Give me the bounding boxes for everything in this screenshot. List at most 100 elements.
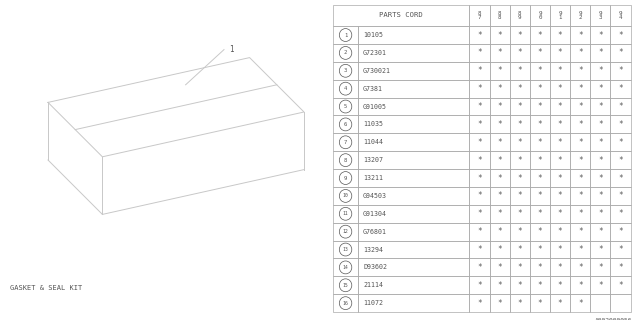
Bar <box>509 62 530 80</box>
Text: *: * <box>497 191 502 200</box>
Bar <box>590 44 611 62</box>
Bar <box>590 98 611 116</box>
Bar <box>611 98 630 116</box>
Text: *: * <box>518 281 522 290</box>
Text: *: * <box>538 66 542 75</box>
Bar <box>333 151 358 169</box>
Text: 11044: 11044 <box>363 139 383 145</box>
Bar <box>358 205 470 223</box>
Bar <box>470 151 490 169</box>
Text: *: * <box>518 84 522 93</box>
Bar <box>550 187 570 205</box>
Bar <box>509 241 530 259</box>
Bar <box>570 44 590 62</box>
Text: *: * <box>497 245 502 254</box>
Text: *: * <box>598 66 603 75</box>
Bar <box>530 241 550 259</box>
Bar <box>550 151 570 169</box>
Text: *: * <box>557 30 563 40</box>
Text: *: * <box>497 120 502 129</box>
Text: G91005: G91005 <box>363 104 387 109</box>
Bar <box>570 259 590 276</box>
Bar <box>470 26 490 44</box>
Bar <box>611 241 630 259</box>
Bar <box>590 169 611 187</box>
Bar <box>590 205 611 223</box>
Bar <box>550 241 570 259</box>
Bar <box>470 62 490 80</box>
Bar <box>470 187 490 205</box>
Bar <box>490 205 509 223</box>
Text: 4: 4 <box>344 86 347 91</box>
Bar <box>590 5 611 26</box>
Text: *: * <box>578 66 582 75</box>
Text: 13: 13 <box>342 247 348 252</box>
Bar <box>530 169 550 187</box>
Bar <box>333 116 358 133</box>
Bar <box>530 116 550 133</box>
Text: *: * <box>557 299 563 308</box>
Text: G72301: G72301 <box>363 50 387 56</box>
Text: *: * <box>497 227 502 236</box>
Bar <box>333 294 358 312</box>
Text: *: * <box>557 102 563 111</box>
Bar <box>490 44 509 62</box>
Bar <box>509 294 530 312</box>
Bar <box>490 98 509 116</box>
Bar <box>470 5 490 26</box>
Text: *: * <box>557 173 563 182</box>
Bar <box>358 259 470 276</box>
Bar <box>470 276 490 294</box>
Bar <box>333 276 358 294</box>
Bar <box>570 133 590 151</box>
Bar <box>490 294 509 312</box>
Text: *: * <box>518 209 522 218</box>
Bar <box>530 223 550 241</box>
Bar <box>490 241 509 259</box>
Bar <box>509 151 530 169</box>
Text: *: * <box>497 138 502 147</box>
Bar <box>490 187 509 205</box>
Text: 11: 11 <box>342 211 348 216</box>
Text: 9
3: 9 3 <box>598 11 602 20</box>
Text: 9
2: 9 2 <box>579 11 582 20</box>
Text: *: * <box>538 263 542 272</box>
Bar <box>590 62 611 80</box>
Text: *: * <box>618 120 623 129</box>
Bar <box>358 151 470 169</box>
Bar <box>470 44 490 62</box>
Bar <box>570 169 590 187</box>
Bar <box>590 294 611 312</box>
Bar <box>333 133 358 151</box>
Text: *: * <box>538 48 542 57</box>
Bar <box>570 187 590 205</box>
Text: *: * <box>557 245 563 254</box>
Bar <box>570 223 590 241</box>
Text: *: * <box>557 66 563 75</box>
Bar <box>550 62 570 80</box>
Text: 8: 8 <box>344 158 347 163</box>
Text: 1: 1 <box>344 33 347 37</box>
Bar <box>530 151 550 169</box>
Text: *: * <box>598 263 603 272</box>
Bar <box>590 80 611 98</box>
Text: 1: 1 <box>229 45 234 54</box>
Text: *: * <box>618 227 623 236</box>
Bar <box>490 80 509 98</box>
Bar <box>509 133 530 151</box>
Text: 2: 2 <box>344 51 347 55</box>
Text: *: * <box>578 191 582 200</box>
Bar <box>611 276 630 294</box>
Bar <box>470 133 490 151</box>
Bar <box>550 26 570 44</box>
Text: G7381: G7381 <box>363 86 383 92</box>
Text: *: * <box>578 102 582 111</box>
Bar <box>570 276 590 294</box>
Text: *: * <box>557 209 563 218</box>
Bar <box>530 187 550 205</box>
Text: *: * <box>477 173 482 182</box>
Bar <box>550 169 570 187</box>
Bar <box>333 241 358 259</box>
Text: *: * <box>538 156 542 165</box>
Text: *: * <box>618 30 623 40</box>
